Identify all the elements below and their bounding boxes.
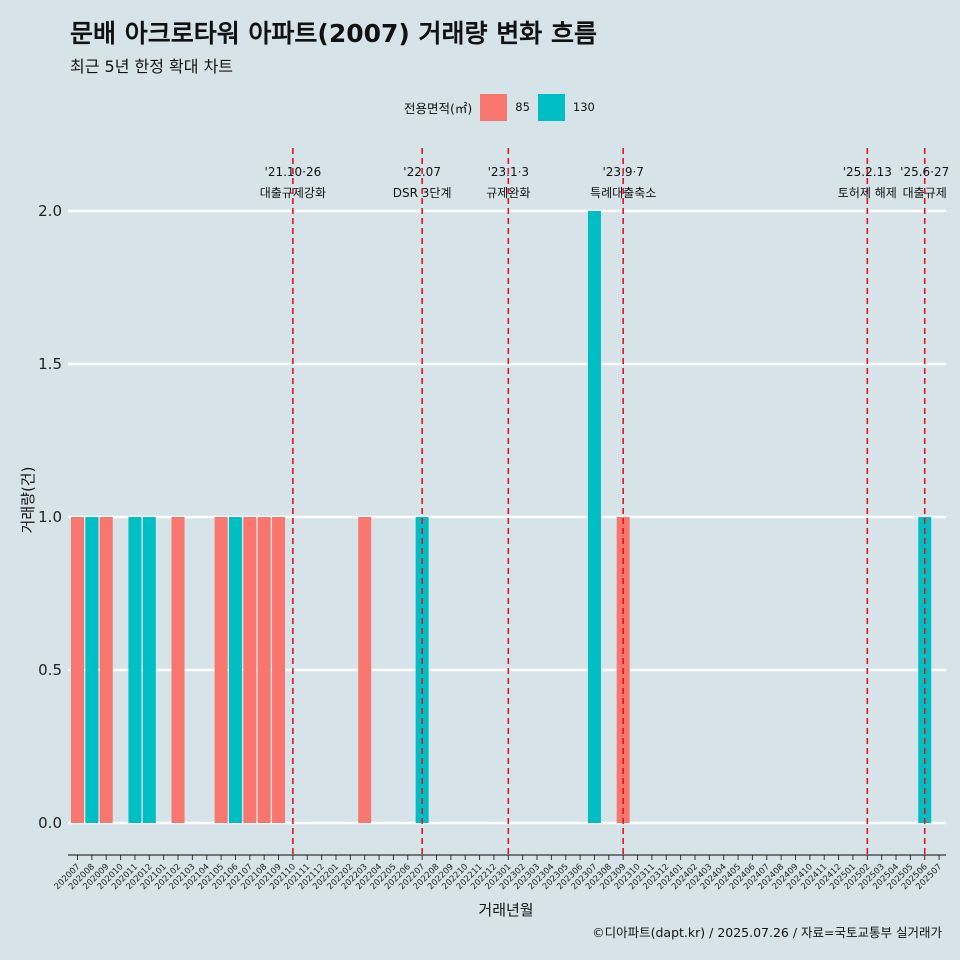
bar-130-202011 — [128, 517, 142, 823]
y-tick-label: 0.0 — [38, 814, 62, 832]
bar-85-202203 — [358, 517, 372, 823]
bar-85-202107 — [243, 517, 257, 823]
chart-title: 문배 아크로타워 아파트(2007) 거래량 변화 흐름 — [70, 19, 597, 48]
legend-label-85: 85 — [515, 100, 530, 114]
annotation-label: 토허제 해제 — [838, 186, 897, 200]
caption: ©디아파트(dapt.kr) / 2025.07.26 / 자료=국토교통부 실… — [592, 925, 942, 940]
annotation-date: '21.10·26 — [265, 165, 322, 179]
y-tick-label: 1.0 — [38, 508, 62, 526]
bar-85-202007 — [71, 517, 84, 823]
legend-swatch-130 — [537, 93, 565, 121]
legend-swatch-85 — [480, 93, 508, 121]
bar-85-202102 — [171, 517, 185, 823]
annotation-label: DSR 3단계 — [393, 186, 452, 200]
annotation-date: '25.6·27 — [900, 165, 949, 179]
annotation-label: 특례대출축소 — [590, 186, 656, 200]
y-tick-label: 1.5 — [38, 355, 62, 373]
legend-label-130: 130 — [572, 100, 595, 114]
bar-130-202307 — [587, 211, 601, 823]
annotation-date: '25.2.13 — [843, 165, 892, 179]
annotation-date: '23.1·3 — [488, 165, 529, 179]
y-axis-title: 거래량(건) — [19, 467, 37, 534]
y-tick-label: 2.0 — [38, 202, 62, 220]
bar-85-202109 — [272, 517, 286, 823]
legend: 전용면적(㎡) 85 130 — [404, 93, 603, 121]
bar-130-202008 — [85, 517, 99, 823]
annotation-date: '23.9·7 — [602, 165, 643, 179]
legend-title: 전용면적(㎡) — [404, 100, 473, 116]
annotation-label: 대출규제강화 — [260, 186, 326, 200]
bar-85-202009 — [99, 517, 113, 823]
bar-130-202106 — [228, 517, 242, 823]
bar-85-202108 — [257, 517, 271, 823]
y-tick-label: 0.5 — [38, 661, 62, 679]
annotation-date: '22.07 — [403, 165, 441, 179]
bar-130-202012 — [142, 517, 156, 823]
x-axis-title: 거래년월 — [478, 901, 533, 919]
chart-subtitle: 최근 5년 한정 확대 차트 — [70, 57, 234, 76]
bar-85-202105 — [214, 517, 228, 823]
annotation-label: 규제완화 — [486, 186, 530, 200]
annotation-label: 대출규제 — [903, 186, 947, 200]
